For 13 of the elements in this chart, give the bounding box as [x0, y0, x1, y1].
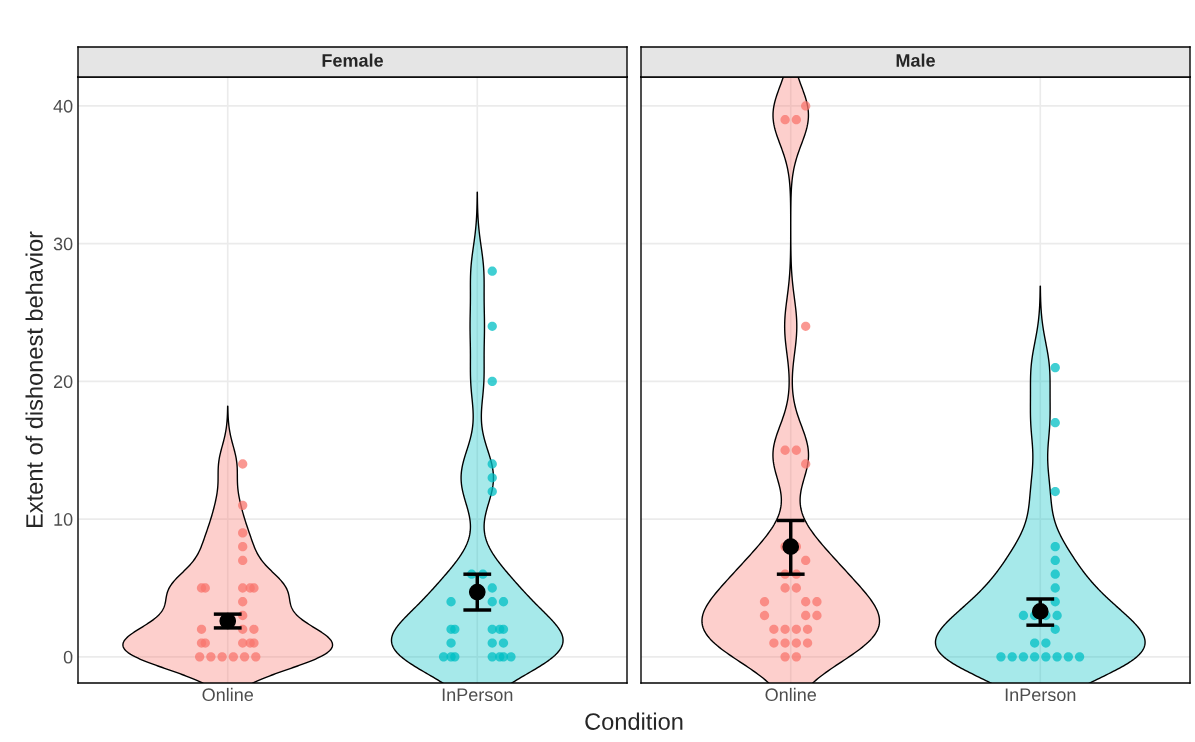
y-axis-title: Extent of dishonest behavior	[25, 231, 43, 528]
x-tick-label: InPerson	[1005, 688, 1076, 702]
chart-title: Male	[896, 53, 935, 67]
y-tick-label: 0	[63, 650, 73, 664]
y-tick-label: 20	[53, 375, 73, 389]
x-tick-label: Online	[765, 687, 817, 702]
x-tick-label: InPerson	[442, 688, 513, 702]
chart-title: Female	[322, 53, 383, 67]
x-tick-label: Online	[202, 687, 254, 702]
x-axis-title: Condition	[585, 712, 683, 730]
y-tick-label: 10	[54, 513, 73, 526]
y-tick-label: 30	[53, 237, 73, 251]
y-tick-label: 40	[53, 99, 73, 113]
